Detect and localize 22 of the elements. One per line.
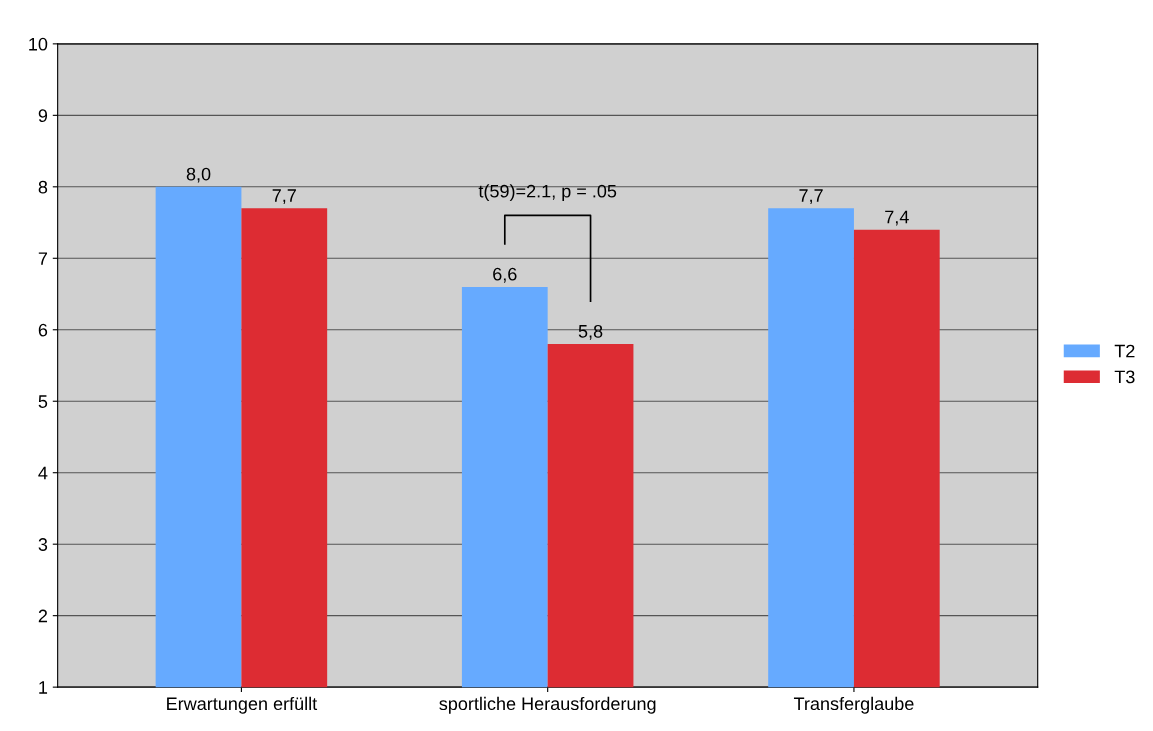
y-tick-label: 1 <box>39 681 48 694</box>
x-tick-label: Erwartungen erfüllt <box>167 696 318 714</box>
y-tick-label: 3 <box>38 538 48 551</box>
legend-label: T2 <box>1114 344 1135 358</box>
data-label: 8,0 <box>186 167 211 183</box>
legend-label: T3 <box>1114 370 1135 384</box>
y-tick-label: 4 <box>38 466 48 480</box>
y-tick-label: 2 <box>38 609 48 623</box>
y-tick-label: 10 <box>29 37 48 51</box>
x-tick-label: sportliche Herausforderung <box>439 696 656 714</box>
data-label: 7,7 <box>272 189 296 205</box>
y-tick-label: 8 <box>38 180 48 194</box>
data-label: 6,6 <box>493 267 517 283</box>
data-label: 7,7 <box>799 189 823 205</box>
annotation: t(59)=2.1, p = .05 <box>478 184 617 202</box>
x-tick-label: Transferglaube <box>793 696 914 714</box>
data-label: 7,4 <box>885 210 909 226</box>
y-tick-label: 7 <box>38 252 48 265</box>
y-tick-label: 6 <box>38 323 48 337</box>
y-tick-label: 9 <box>38 109 48 123</box>
y-tick-label: 5 <box>38 395 48 408</box>
data-label: 5,8 <box>578 324 603 340</box>
